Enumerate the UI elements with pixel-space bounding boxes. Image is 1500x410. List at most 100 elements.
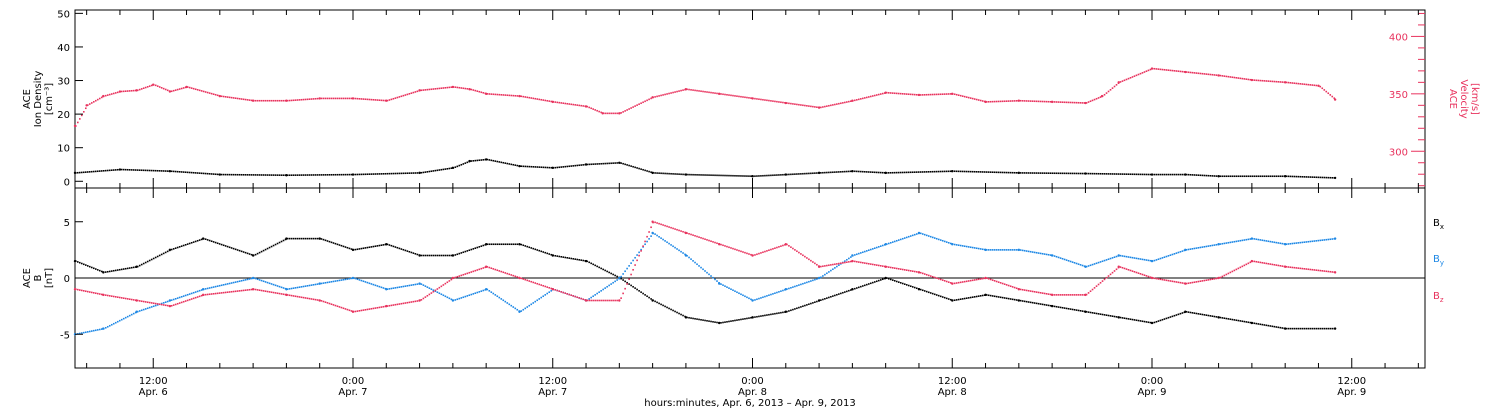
bx-series-point xyxy=(1259,323,1262,326)
by-series-point xyxy=(1145,259,1148,261)
velocity-series-point xyxy=(336,97,339,100)
bx-series-point xyxy=(712,321,714,323)
bx-series-point xyxy=(764,314,766,317)
bz-series-point xyxy=(672,227,674,230)
bx-series-point xyxy=(590,262,592,265)
ion-density-series-point xyxy=(1035,172,1038,174)
bz-series-point xyxy=(390,304,393,307)
bz-series-point xyxy=(122,297,125,299)
by-series-point xyxy=(166,300,169,303)
bz-series-point xyxy=(184,300,187,302)
bz-series-point xyxy=(1145,275,1148,277)
velocity-series-point xyxy=(138,88,141,91)
velocity-series-point xyxy=(1297,82,1300,85)
ion-density-series-point xyxy=(812,172,814,175)
bz-series-point xyxy=(746,252,748,255)
ion-density-series-point xyxy=(1163,173,1166,176)
ion-density-series-point xyxy=(370,173,373,175)
ion-density-series-point xyxy=(830,171,832,174)
bz-series-point xyxy=(96,292,99,295)
velocity-series-value-point xyxy=(351,97,355,100)
velocity-series-point xyxy=(1041,100,1044,103)
bx-series-point xyxy=(364,247,367,249)
velocity-series-point xyxy=(935,93,938,96)
bz-series-point xyxy=(1115,268,1118,271)
by-series-point xyxy=(1229,241,1232,244)
velocity-series-point xyxy=(868,96,870,98)
velocity-series-point xyxy=(564,102,566,105)
velocity-series-point xyxy=(194,88,197,91)
bx-series-point xyxy=(512,243,515,246)
by-series-point xyxy=(905,236,908,239)
velocity-series-point xyxy=(454,86,457,88)
bz-series-point xyxy=(450,278,453,281)
ion-density-series-point xyxy=(542,166,545,169)
bx-series-point xyxy=(644,294,646,296)
bz-series-point xyxy=(1331,271,1334,273)
velocity-series-point xyxy=(366,98,369,101)
bz-series-point xyxy=(558,290,561,292)
bx-series-value-point xyxy=(285,237,288,240)
bz-series-point xyxy=(298,296,301,298)
bz-series-point xyxy=(588,299,590,302)
bx-series-point xyxy=(1321,327,1324,330)
bx-series-point xyxy=(770,313,772,316)
by-series-point xyxy=(696,263,698,266)
by-series-point xyxy=(887,242,890,245)
by-series-point xyxy=(430,288,433,290)
bz-series-value-point xyxy=(135,299,138,302)
by-series-point xyxy=(798,284,800,286)
by-series-point xyxy=(422,284,425,286)
ion-density-series-point xyxy=(1197,174,1200,176)
bz-series-point xyxy=(350,310,353,312)
bz-series-point xyxy=(510,274,513,276)
ion-density-series-point xyxy=(358,173,361,176)
ion-density-series-value-point xyxy=(1150,173,1154,176)
ion-density-series-point xyxy=(292,174,295,176)
ion-density-series-point xyxy=(498,161,501,163)
bx-series-value-point xyxy=(1283,327,1287,330)
bx-series-value-point xyxy=(168,248,172,252)
velocity-series-point xyxy=(872,95,874,97)
by-series-point xyxy=(830,269,832,272)
velocity-series-point xyxy=(498,93,501,96)
velocity-series-point xyxy=(848,100,850,103)
ion-density-series-point xyxy=(1015,172,1018,174)
ion-density-series-point xyxy=(700,174,702,176)
by-series-point xyxy=(212,286,215,288)
bx-series-point xyxy=(242,251,245,253)
ion-density-series-point xyxy=(820,172,822,174)
by-series-value-point xyxy=(285,288,288,291)
bz-series-point xyxy=(963,280,966,283)
velocity-series-point xyxy=(937,93,940,96)
bz-series-point xyxy=(925,273,928,276)
bz-series-point xyxy=(236,290,239,292)
bz-series-point xyxy=(530,280,533,283)
bz-series-point xyxy=(546,286,549,288)
bx-series-point xyxy=(248,253,251,255)
by-series-point xyxy=(598,291,600,293)
bz-series-point xyxy=(828,264,830,267)
bx-series-point xyxy=(422,254,425,257)
ion-density-series-point xyxy=(1077,172,1080,175)
velocity-series-point xyxy=(244,98,247,101)
velocity-series-point xyxy=(636,104,638,106)
by-series-point xyxy=(726,286,728,288)
bz-series-point xyxy=(86,290,89,293)
bx-series-point xyxy=(810,302,812,305)
bz-series-point xyxy=(1109,273,1112,276)
b-tick-label: 5 xyxy=(64,218,70,229)
by-series-point xyxy=(760,297,762,299)
bz-series-point xyxy=(1131,270,1134,272)
bx-series-point xyxy=(266,247,269,250)
velocity-series-point xyxy=(434,88,437,90)
bz-series-point xyxy=(706,239,708,241)
ion-density-series-point xyxy=(882,171,884,174)
by-series-point xyxy=(1241,239,1244,242)
velocity-series-point xyxy=(710,91,712,94)
by-series-point xyxy=(933,237,936,239)
bx-series-point xyxy=(700,318,702,321)
ion-density-series-value-point xyxy=(551,166,554,170)
bz-series-value-point xyxy=(684,231,688,235)
